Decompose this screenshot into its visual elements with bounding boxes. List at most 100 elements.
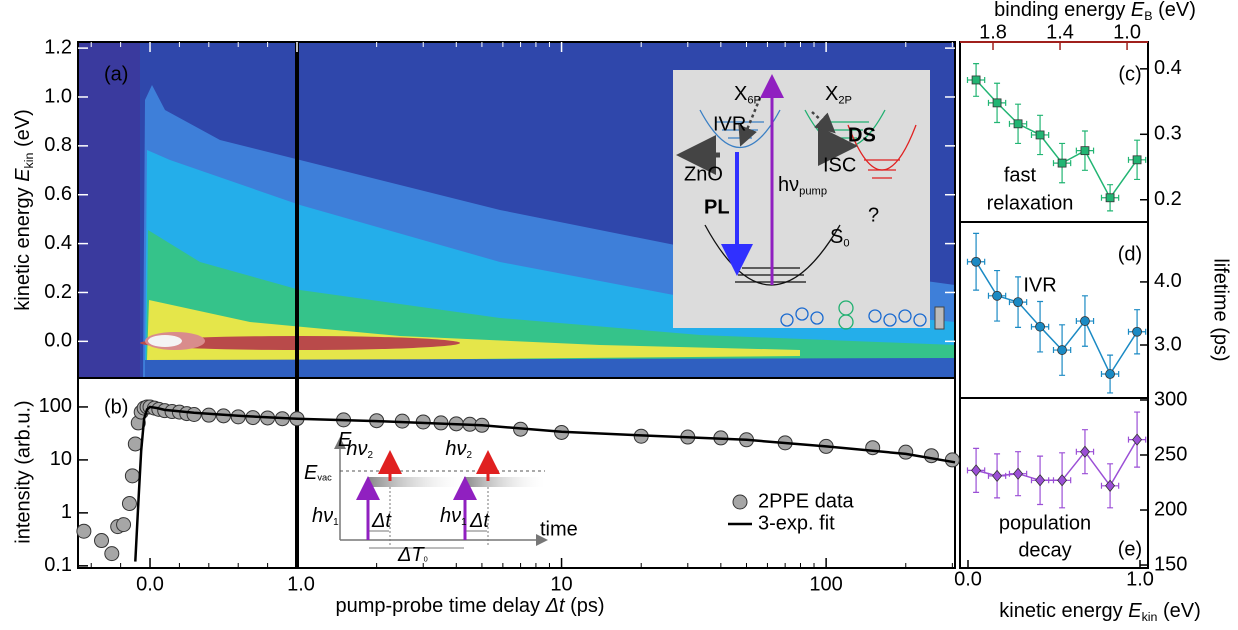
text-part: hν: [312, 505, 333, 527]
text-part: E: [12, 168, 34, 182]
text-part: 2: [466, 449, 472, 460]
marker: [1057, 345, 1067, 355]
y-tick-label: 0.2: [1154, 188, 1182, 210]
inset-bg: [673, 70, 930, 328]
text-part: hν: [440, 505, 461, 527]
data-point: [94, 533, 110, 549]
text-part: B: [1144, 9, 1152, 23]
inset-label: Δt: [469, 510, 490, 532]
decay-bar: [368, 477, 468, 487]
inset-label: PL: [704, 196, 730, 218]
marker: [1035, 321, 1045, 332]
marker: [1105, 369, 1115, 379]
text-part: (ps): [565, 595, 605, 617]
data-point: [124, 468, 140, 484]
marker: [992, 469, 1003, 483]
text-part: 1: [333, 516, 339, 527]
inset-label: IVR: [713, 113, 746, 135]
heatmap-peak: [148, 335, 182, 347]
marker: [971, 75, 981, 85]
inset-label: time: [540, 518, 578, 540]
data-point: [865, 440, 881, 456]
arrow: [738, 97, 762, 147]
x-tick-label: 0.0: [954, 568, 982, 590]
marker: [1013, 297, 1023, 308]
annotation: decay: [1018, 539, 1071, 561]
marker: [971, 256, 981, 267]
y-tick-label: 0.0: [44, 330, 72, 352]
heatmap-level: [145, 358, 955, 378]
y-tick-label: 0.4: [44, 232, 72, 254]
inset-label: hν1: [440, 505, 467, 527]
text-part: (eV): [12, 109, 34, 152]
text-part: 2: [367, 449, 373, 460]
text-part: kin: [1142, 610, 1158, 624]
y-axis-label: lifetime (ps): [1210, 258, 1232, 361]
marker: [1132, 326, 1142, 337]
data-point: [186, 407, 202, 423]
legend-label: 3-exp. fit: [758, 512, 835, 534]
marker: [1080, 316, 1090, 326]
arrow: [811, 111, 836, 134]
y-tick-label: 0.8: [44, 134, 72, 156]
inset-label: hν2: [445, 438, 472, 460]
text-part: E: [304, 462, 318, 484]
marker: [1105, 479, 1116, 492]
y-tick-label: 1.2: [44, 36, 72, 58]
inset-label: E: [338, 429, 352, 451]
text-part: ΔT: [397, 544, 425, 566]
panel-label: (b): [104, 396, 128, 418]
text-part: (eV): [1157, 600, 1200, 622]
inset-label: hν1: [312, 505, 339, 527]
inset-label: ZnO: [684, 163, 723, 185]
inset-a: [673, 70, 930, 330]
heatmap-pre: [78, 42, 140, 378]
inset-label: X2P: [825, 83, 852, 106]
data-point: [116, 517, 132, 533]
decay-bar: [464, 477, 548, 487]
x-axis-label: kinetic energy Ekin (eV): [999, 600, 1201, 624]
x-tick-label: 1.0: [1126, 568, 1154, 590]
text-part: 1: [461, 516, 467, 527]
text-part: Δt: [371, 510, 392, 532]
frame-b: [77, 377, 956, 569]
inset-label: Δt: [371, 510, 392, 532]
marker: [1105, 193, 1115, 203]
fit-line: [134, 405, 956, 562]
legend-marker: [732, 494, 748, 510]
inset-b: [334, 437, 548, 549]
y-tick-label: 1.0: [44, 85, 72, 107]
marker: [1013, 119, 1023, 129]
x2-tick-label: 1.4: [1046, 21, 1074, 43]
panel-label: (d): [1118, 243, 1142, 265]
panel-label: (a): [104, 63, 128, 85]
text-part: hν: [778, 174, 799, 196]
x2-tick-label: 1.0: [1113, 21, 1141, 43]
x-tick-label: 0.0: [136, 573, 164, 595]
y-tick-label: 200: [1154, 498, 1187, 520]
interval: [369, 530, 487, 549]
text-part: pump: [799, 185, 827, 197]
annotation: fast: [1004, 164, 1037, 186]
x-tick-label: 100: [809, 573, 842, 595]
text-part: (eV): [1153, 0, 1196, 21]
y-tick-label: 0.6: [44, 183, 72, 205]
text-part: hν: [445, 438, 466, 460]
y-tick-label: 100: [39, 395, 72, 417]
text-part: binding energy: [994, 0, 1131, 21]
y-tick-label: 1: [61, 501, 72, 523]
data-point: [76, 523, 92, 539]
frame-right: [959, 41, 1149, 569]
y-axis-label: intensity (arb.u.): [12, 400, 34, 543]
marker: [992, 98, 1002, 108]
y-tick-label: 3.0: [1154, 333, 1182, 355]
data-point: [898, 444, 914, 460]
x-tick-label: 10: [550, 573, 572, 595]
marker: [971, 464, 982, 477]
annotation: IVR: [1023, 274, 1056, 296]
connect-line: [975, 439, 1138, 488]
molecule: [780, 300, 927, 330]
text-part: Δt: [469, 510, 490, 532]
y-tick-label: 10: [50, 448, 72, 470]
text-part: 0: [424, 555, 428, 564]
